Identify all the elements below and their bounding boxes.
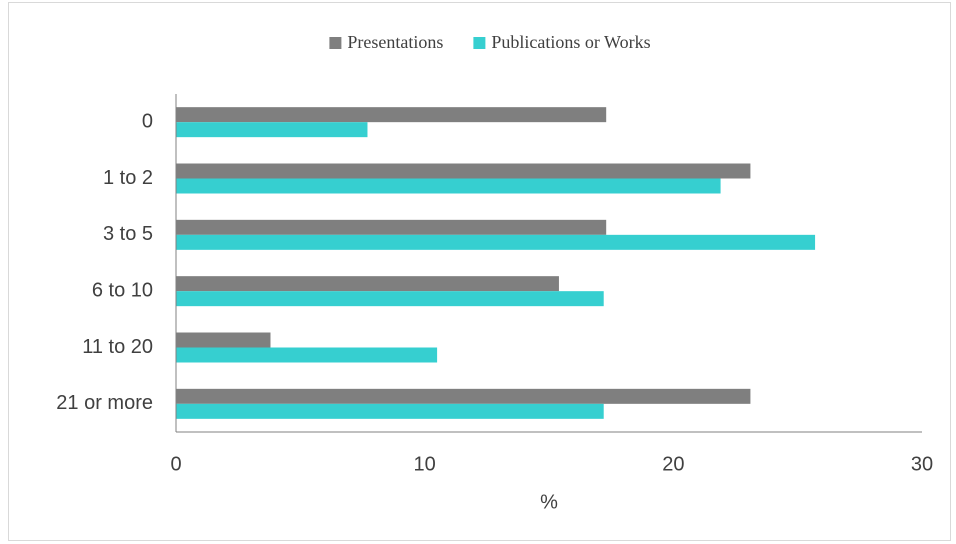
x-axis-label: % <box>540 491 558 513</box>
y-tick-label: 0 <box>142 110 153 132</box>
bar <box>176 122 368 138</box>
x-tick-label: 20 <box>662 453 684 475</box>
legend-swatch <box>473 37 486 49</box>
bar <box>176 234 816 250</box>
legend-label: Publications or Works <box>491 32 650 52</box>
bar <box>176 388 751 404</box>
bar <box>176 403 604 419</box>
bar <box>176 291 604 307</box>
bar <box>176 332 271 348</box>
legend-swatch <box>329 37 342 49</box>
bar <box>176 178 721 194</box>
bar <box>176 107 607 123</box>
y-tick-label: 11 to 20 <box>82 336 153 358</box>
bar <box>176 219 607 235</box>
chart-border <box>8 2 951 541</box>
x-tick-label: 30 <box>911 453 933 475</box>
x-tick-label: 0 <box>170 453 181 475</box>
y-tick-label: 3 to 5 <box>103 223 153 245</box>
y-tick-label: 6 to 10 <box>92 279 153 301</box>
x-tick-label: 10 <box>414 453 436 475</box>
bar <box>176 276 559 292</box>
legend-label: Presentations <box>347 32 443 52</box>
bar <box>176 163 751 179</box>
y-tick-label: 1 to 2 <box>103 167 153 189</box>
bar <box>176 347 438 363</box>
y-tick-label: 21 or more <box>56 392 153 414</box>
